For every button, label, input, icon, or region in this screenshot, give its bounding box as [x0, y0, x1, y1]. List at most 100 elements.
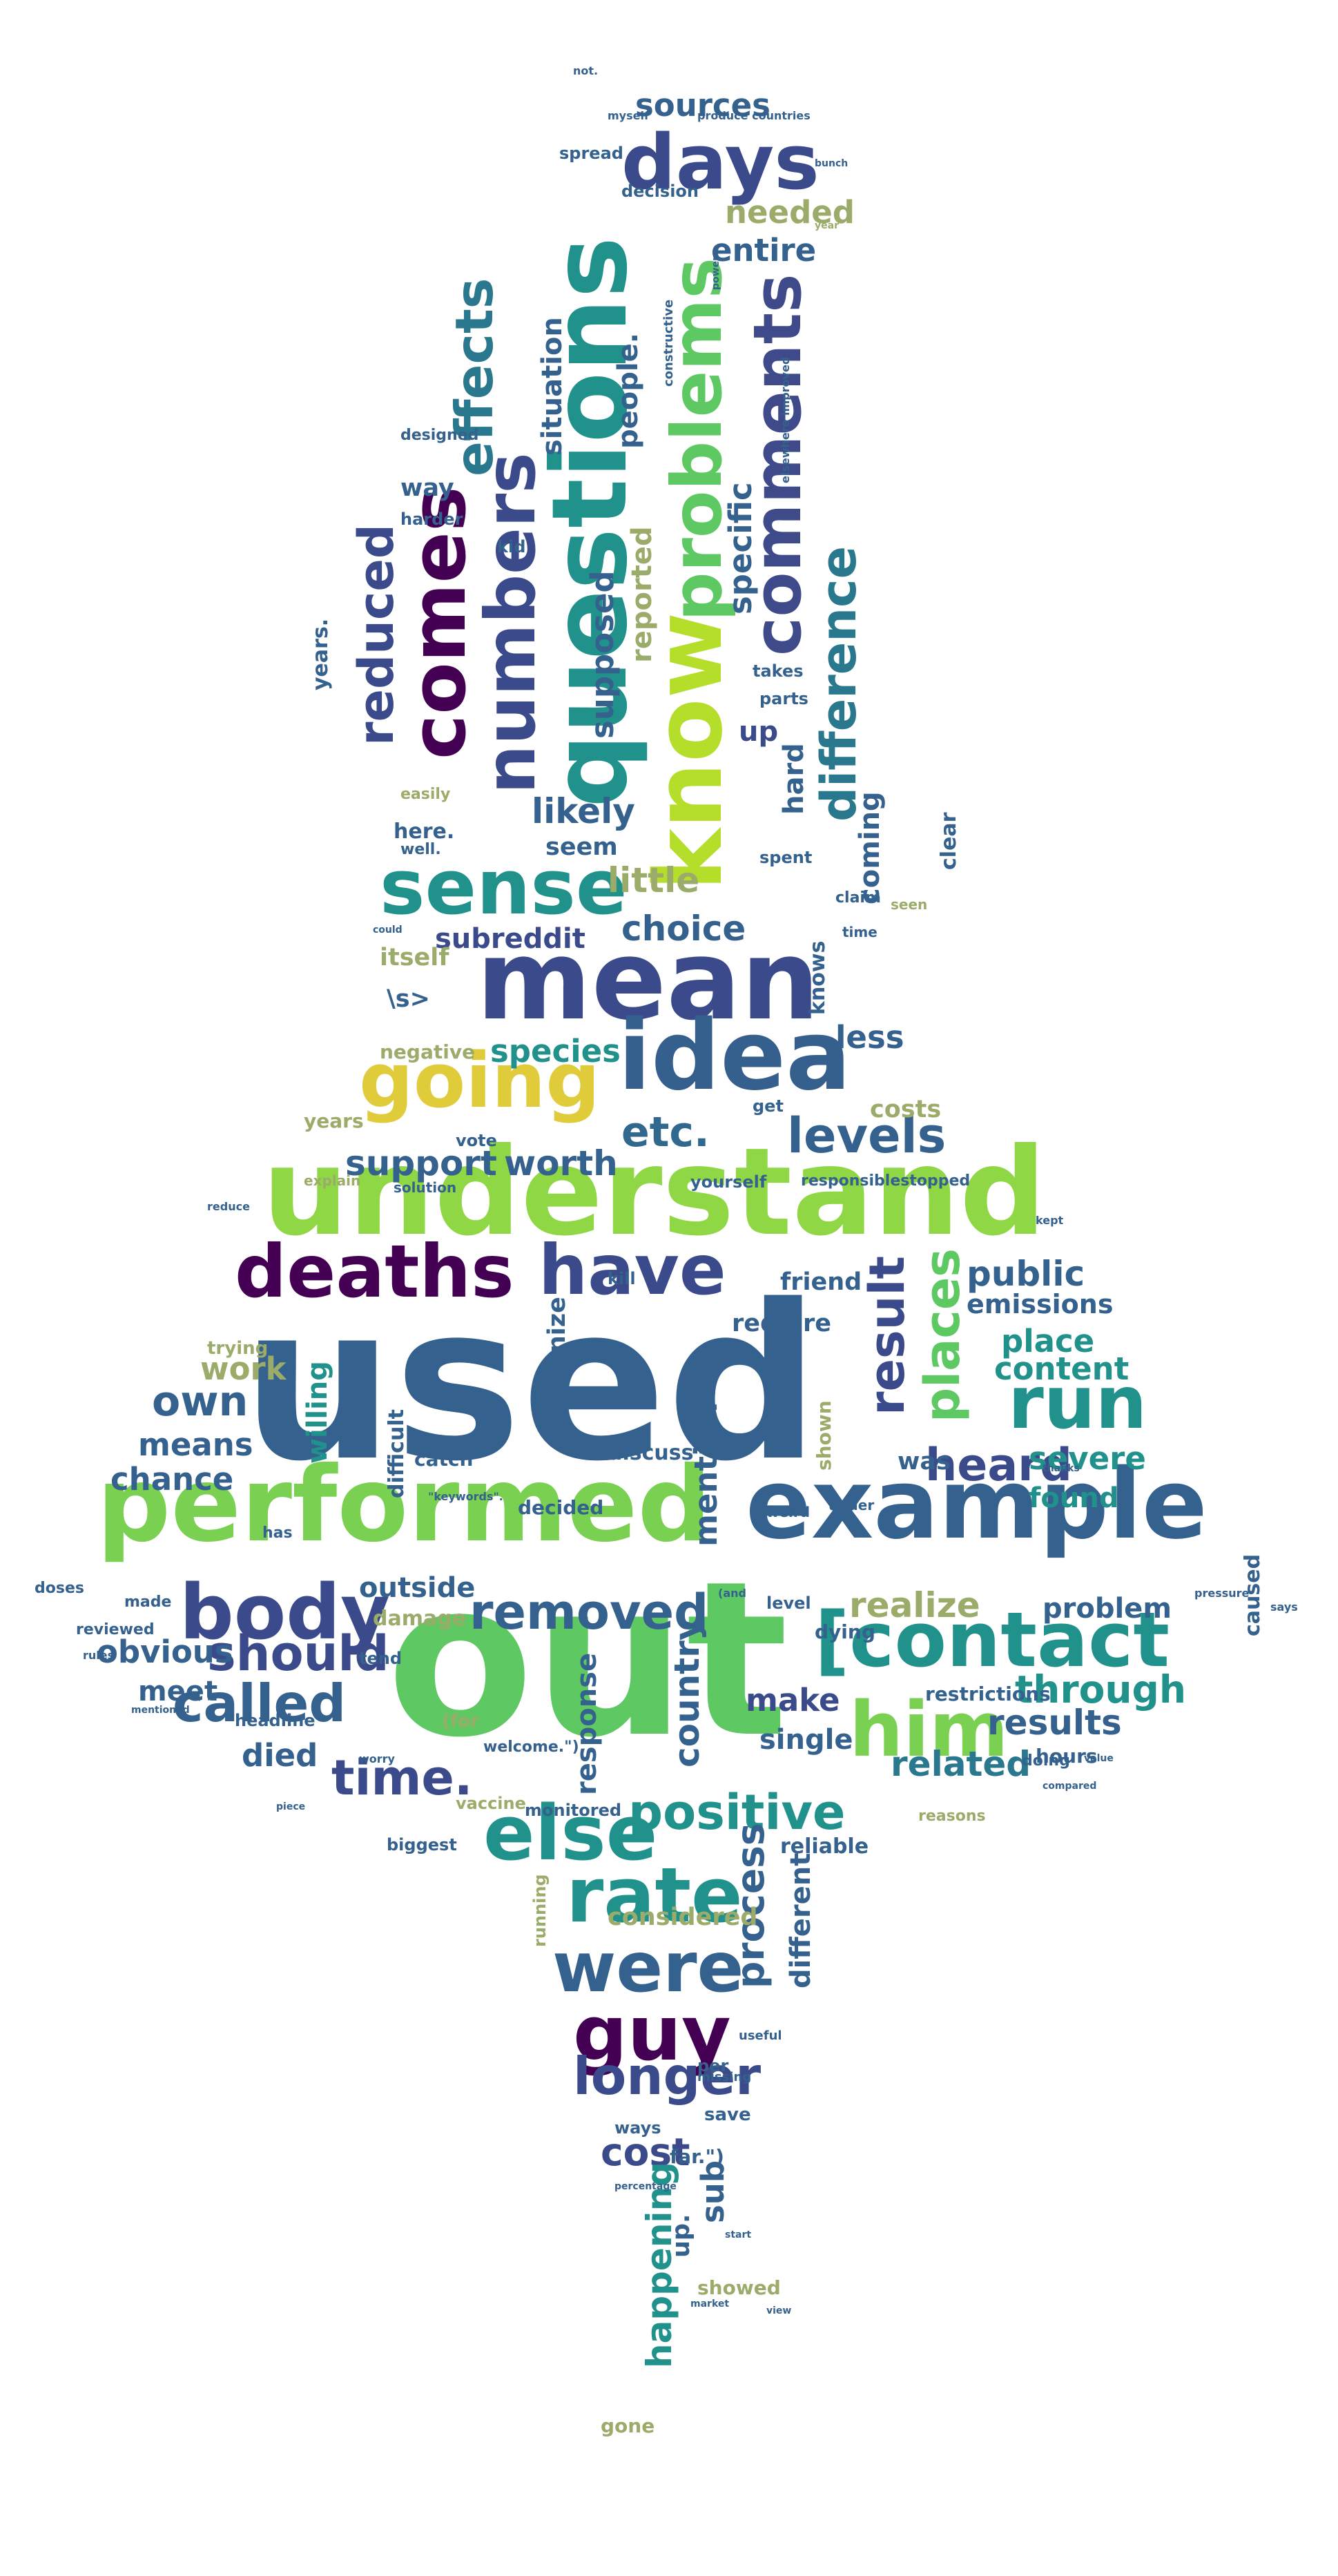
- cloud-word: were: [552, 1927, 744, 2008]
- cloud-word: was: [898, 1448, 951, 1475]
- cloud-word: make: [746, 1682, 840, 1718]
- cloud-word: should: [207, 1625, 389, 1682]
- cloud-word: way: [400, 474, 454, 502]
- cloud-word: work: [200, 1350, 287, 1387]
- cloud-word: up: [739, 716, 779, 748]
- cloud-word: positive: [628, 1784, 846, 1841]
- cloud-word: years: [304, 1110, 364, 1132]
- cloud-word: example: [746, 1449, 1208, 1561]
- cloud-word: kill: [608, 1269, 636, 1288]
- cloud-word: friend: [780, 1268, 862, 1296]
- cloud-word: people.: [612, 333, 644, 449]
- cloud-word: not.: [573, 64, 599, 77]
- cloud-word: effects: [444, 278, 505, 476]
- cloud-word: elsewhere improved: [779, 356, 792, 483]
- cloud-word: willing: [302, 1361, 333, 1464]
- cloud-word: monitored: [525, 1801, 622, 1820]
- cloud-word: out: [387, 1536, 788, 1785]
- cloud-word: else: [483, 1789, 658, 1877]
- cloud-word: results: [987, 1703, 1122, 1743]
- cloud-word: harder: [400, 510, 463, 529]
- cloud-word: mention: [688, 1402, 724, 1547]
- cloud-word: responsiblestopped: [801, 1172, 971, 1190]
- cloud-word: percentage: [614, 2181, 677, 2192]
- cloud-word: dying: [815, 1620, 875, 1643]
- cloud-word: spent: [759, 848, 813, 867]
- cloud-word: species: [490, 1033, 621, 1069]
- cloud-word: situation: [536, 317, 568, 456]
- cloud-word: parts: [759, 689, 808, 708]
- cloud-word: reduced: [348, 523, 405, 746]
- cloud-word: understand: [262, 1123, 1047, 1263]
- cloud-word: reliable: [780, 1834, 869, 1859]
- cloud-word: chance: [110, 1461, 234, 1498]
- cloud-word: level: [766, 1594, 811, 1613]
- cloud-word: choice: [621, 909, 746, 949]
- cloud-word: damage: [373, 1607, 467, 1631]
- cloud-word: decided: [518, 1496, 604, 1519]
- cloud-word: shown: [813, 1400, 835, 1471]
- cloud-word: worry: [359, 1752, 395, 1765]
- cloud-word: useful: [739, 2028, 782, 2043]
- cloud-word: pressure: [1194, 1587, 1250, 1600]
- cloud-word: response: [571, 1652, 603, 1795]
- cloud-word: via: [421, 1344, 454, 1367]
- cloud-word: showed: [697, 2276, 781, 2299]
- cloud-word: places: [914, 1248, 971, 1422]
- cloud-word: sources: [635, 87, 770, 124]
- cloud-word: deaths: [235, 1230, 514, 1314]
- cloud-word: rules: [83, 1649, 115, 1662]
- cloud-word: happening: [639, 2162, 679, 2368]
- cloud-word: clear: [937, 812, 961, 870]
- cloud-word: catch: [414, 1448, 474, 1471]
- cloud-word: realize: [849, 1585, 980, 1625]
- cloud-word: (for: [442, 1711, 479, 1732]
- cloud-word: mean: [476, 916, 820, 1045]
- cloud-word: gone: [601, 2414, 655, 2437]
- cloud-word: worth: [504, 1143, 618, 1183]
- cloud-word: considered: [608, 1904, 758, 1931]
- cloud-word: missing: [697, 2070, 752, 2084]
- cloud-word: compared: [1043, 1781, 1097, 1792]
- cloud-word: vote: [456, 1131, 497, 1150]
- cloud-word: easily: [400, 786, 451, 803]
- cloud-word: removed: [469, 1584, 709, 1640]
- cloud-word: public: [967, 1254, 1085, 1294]
- cloud-word: costs: [870, 1096, 942, 1123]
- cloud-word: spread: [559, 144, 623, 163]
- cloud-word: problem: [1043, 1593, 1172, 1625]
- cloud-word: sub: [695, 2160, 731, 2223]
- cloud-word: could: [373, 924, 403, 936]
- cloud-word: died: [242, 1737, 318, 1774]
- cloud-word: under: [828, 1497, 875, 1513]
- cloud-word: severe: [1029, 1440, 1146, 1477]
- cloud-word: claim: [835, 889, 881, 907]
- cloud-word: weird: [766, 1504, 811, 1520]
- cloud-word: going: [359, 1036, 601, 1125]
- cloud-word: value: [1084, 1753, 1114, 1764]
- cloud-word: years.: [309, 618, 333, 690]
- cloud-word: single: [759, 1724, 853, 1756]
- cloud-word: called: [173, 1673, 347, 1734]
- cloud-word: recognize: [543, 1297, 571, 1429]
- cloud-word: reduce: [207, 1200, 250, 1213]
- cloud-word: solution: [394, 1179, 457, 1196]
- cloud-word: [contact: [815, 1596, 1170, 1684]
- cloud-word: numbers: [470, 452, 551, 794]
- cloud-word: used: [242, 1259, 820, 1509]
- cloud-word: meet: [138, 1676, 218, 1707]
- cloud-word: produce countries: [697, 109, 811, 122]
- cloud-word: reasons: [918, 1808, 986, 1825]
- cloud-word: bunch: [815, 158, 849, 169]
- cloud-word: save: [704, 2104, 751, 2125]
- cloud-word: specific: [722, 482, 759, 614]
- cloud-word: longer: [573, 2046, 762, 2107]
- cloud-word: different: [785, 1852, 817, 1988]
- cloud-word: itself: [380, 944, 449, 971]
- cloud-word: him: [849, 1685, 1009, 1774]
- cloud-word: "keywords".: [428, 1490, 503, 1503]
- cloud-word: rate: [566, 1851, 743, 1939]
- cloud-word: reviewed: [76, 1621, 155, 1638]
- cloud-word: likely: [532, 791, 635, 831]
